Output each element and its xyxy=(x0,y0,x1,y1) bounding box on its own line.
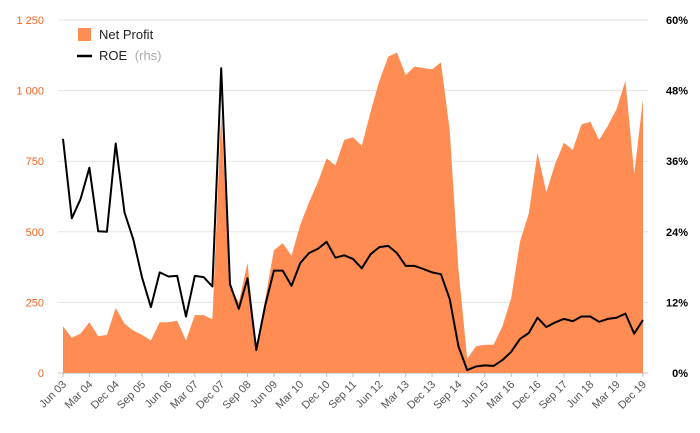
legend-label-roe-suffix: (rhs) xyxy=(135,48,162,63)
x-tick-label: Sep 05 xyxy=(115,379,148,412)
x-tick-label: Sep 08 xyxy=(221,379,254,412)
legend-swatch-net-profit xyxy=(78,28,91,41)
x-tick-label: Dec 10 xyxy=(300,379,333,412)
x-tick-label: Dec 07 xyxy=(194,379,227,412)
legend-label-net-profit: Net Profit xyxy=(99,27,154,42)
y-right-tick-label: 36% xyxy=(666,156,688,168)
x-tick-label: Sep 11 xyxy=(327,379,360,412)
svg-text:ROE (rhs): ROE (rhs) xyxy=(99,48,162,63)
y-left-tick-label: 500 xyxy=(26,227,44,239)
y-right-tick-label: 60% xyxy=(666,15,688,27)
roe-line xyxy=(62,67,644,372)
y-left-tick-label: 750 xyxy=(26,156,44,168)
x-tick-label: Sep 14 xyxy=(431,379,464,412)
y-left-tick-label: 0 xyxy=(38,368,44,380)
y-left-tick-label: 1 250 xyxy=(16,15,44,27)
x-tick-label: Dec 13 xyxy=(405,379,438,412)
x-tick-label: Dec 19 xyxy=(616,379,649,412)
x-tick-label: Sep 17 xyxy=(537,379,570,412)
net-profit-area xyxy=(63,52,643,373)
x-tick-label: Dec 04 xyxy=(89,379,122,412)
y-left-tick-label: 250 xyxy=(26,297,44,309)
y-right-tick-label: 48% xyxy=(666,86,688,98)
legend: Net Profit ROE (rhs) xyxy=(77,27,162,63)
y-right-tick-label: 0% xyxy=(672,368,688,380)
right-y-axis: 0% 12% 24% 36% 48% 60% xyxy=(666,15,688,380)
y-right-tick-label: 12% xyxy=(666,297,688,309)
y-right-tick-label: 24% xyxy=(666,227,688,239)
x-tick-label: Dec 16 xyxy=(511,379,544,412)
legend-label-roe: ROE xyxy=(99,48,128,63)
left-y-axis: 0 250 500 750 1 000 1 250 xyxy=(16,15,44,380)
y-left-tick-label: 1 000 xyxy=(16,86,44,98)
